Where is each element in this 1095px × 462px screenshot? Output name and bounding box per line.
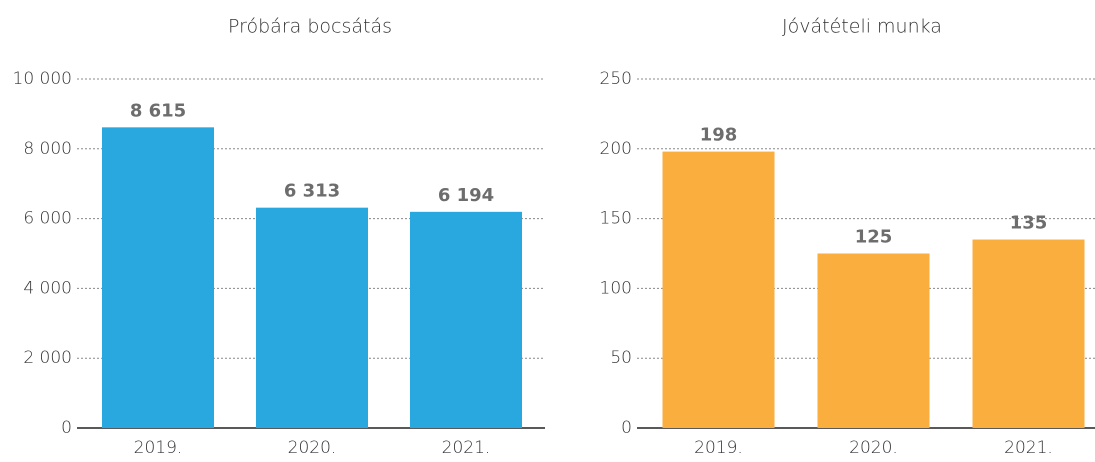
chart-title: Jóvátételi munka (782, 16, 942, 38)
y-tick-label: 250 (600, 69, 632, 89)
value-label: 8 615 (130, 100, 186, 121)
y-tick-label: 0 (61, 418, 72, 438)
x-tick-label: 2019. (134, 438, 183, 458)
bar (972, 239, 1085, 428)
x-tick-label: 2019. (694, 438, 743, 458)
x-tick-label: 2021. (442, 438, 491, 458)
x-tick-label: 2021. (1004, 438, 1053, 458)
value-label: 125 (855, 227, 893, 248)
y-tick-label: 6 000 (23, 209, 72, 229)
bar (102, 127, 214, 429)
y-tick-label: 8 000 (23, 139, 72, 159)
y-tick-label: 0 (621, 418, 632, 438)
y-tick-label: 150 (600, 209, 632, 229)
bar (256, 207, 368, 428)
bar (662, 151, 775, 429)
y-tick-label: 10 000 (13, 69, 72, 89)
value-label: 135 (1010, 213, 1048, 234)
bar (817, 253, 930, 428)
value-label: 198 (700, 125, 738, 146)
x-tick-label: 2020. (849, 438, 898, 458)
y-tick-label: 200 (600, 139, 632, 159)
y-tick-label: 100 (600, 278, 632, 298)
value-label: 6 194 (438, 185, 494, 206)
value-label: 6 313 (284, 181, 340, 202)
bar (410, 211, 522, 428)
x-tick-label: 2020. (288, 438, 337, 458)
chart-title: Próbára bocsátás (228, 16, 392, 38)
y-tick-label: 4 000 (23, 278, 72, 298)
y-tick-label: 2 000 (23, 348, 72, 368)
y-tick-label: 50 (610, 348, 632, 368)
